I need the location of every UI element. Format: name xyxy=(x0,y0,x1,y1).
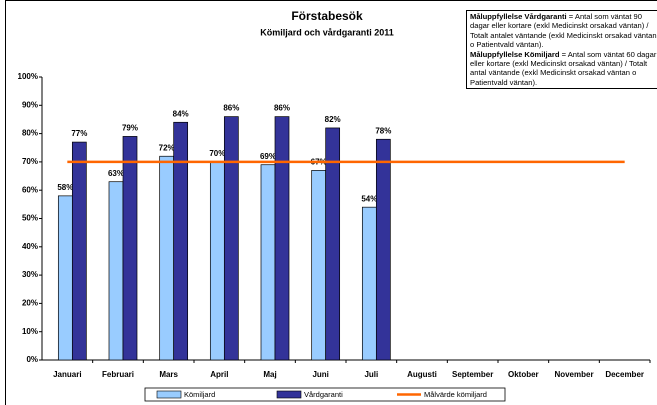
x-tick-label: December xyxy=(605,370,644,379)
y-tick-label: 40% xyxy=(22,242,38,251)
annotation-text: = Antal som väntat 90 dagar eller kortar… xyxy=(470,12,657,50)
y-tick-label: 70% xyxy=(22,157,38,166)
bar xyxy=(71,141,87,361)
annotation-term: Måluppfyllelse Kömiljard xyxy=(470,49,560,59)
x-tick-label: Juli xyxy=(364,370,378,379)
y-tick-label: 30% xyxy=(22,270,38,279)
bar xyxy=(223,116,239,361)
y-tick-label: 0% xyxy=(26,355,38,364)
x-tick-label: Augusti xyxy=(407,370,437,379)
legend-swatch xyxy=(276,390,302,399)
annotation-term: Måluppfyllelse Vårdgaranti xyxy=(470,12,567,21)
bar xyxy=(122,136,138,361)
legend-label: Kömiljard xyxy=(184,390,215,399)
bar xyxy=(361,206,377,361)
legend-box xyxy=(144,387,506,402)
bar xyxy=(173,121,189,361)
data-label: 86% xyxy=(223,104,239,113)
x-tick-label: November xyxy=(554,370,593,379)
annotation-box: Måluppfyllelse Vårdgaranti = Antal som v… xyxy=(466,10,657,90)
x-tick-label: Mars xyxy=(159,370,178,379)
data-label: 63% xyxy=(108,169,124,178)
y-tick-label: 90% xyxy=(22,100,38,109)
y-tick-label: 80% xyxy=(22,129,38,138)
x-tick-label: Februari xyxy=(102,370,134,379)
data-label: 79% xyxy=(122,124,138,133)
data-label: 70% xyxy=(209,149,225,158)
x-tick-label: Juni xyxy=(312,370,328,379)
data-label: 69% xyxy=(260,152,276,161)
legend-swatch xyxy=(156,390,182,399)
bar xyxy=(209,161,225,361)
data-label: 54% xyxy=(361,194,377,203)
annotation: Måluppfyllelse Kömiljard = Antal som vän… xyxy=(470,50,657,88)
bar xyxy=(260,164,276,361)
legend-label: Vårdgaranti xyxy=(304,390,343,399)
x-tick-label: Oktober xyxy=(508,370,539,379)
x-tick-label: September xyxy=(452,370,493,379)
chart-frame xyxy=(5,0,657,405)
data-label: 58% xyxy=(57,183,73,192)
x-tick-label: Januari xyxy=(53,370,81,379)
y-tick-label: 10% xyxy=(22,327,38,336)
data-label: 86% xyxy=(274,104,290,113)
bar xyxy=(159,155,175,361)
bar xyxy=(375,138,391,361)
bar xyxy=(108,181,124,361)
chart-title: Förstabesök xyxy=(291,9,363,23)
data-label: 77% xyxy=(71,129,87,138)
annotation: Måluppfyllelse Vårdgaranti = Antal som v… xyxy=(470,12,657,50)
bar xyxy=(311,170,327,361)
data-label: 72% xyxy=(159,143,175,152)
x-tick-label: Maj xyxy=(263,370,276,379)
bar xyxy=(57,195,73,361)
annotation-text: = Antal som väntat 60 dagar eller kortar… xyxy=(470,49,657,87)
chart-subtitle: Kömiljard och vårdgaranti 2011 xyxy=(260,27,394,37)
legend-label: Målvärde kömiljard xyxy=(424,390,487,399)
data-label: 82% xyxy=(325,115,341,124)
data-label: 84% xyxy=(173,109,189,118)
y-tick-label: 20% xyxy=(22,299,38,308)
y-tick-label: 60% xyxy=(22,185,38,194)
data-label: 78% xyxy=(375,126,391,135)
y-tick-label: 50% xyxy=(22,214,38,223)
x-tick-label: April xyxy=(210,370,228,379)
y-tick-label: 100% xyxy=(18,72,38,81)
bar xyxy=(325,127,341,361)
bar xyxy=(274,116,290,361)
